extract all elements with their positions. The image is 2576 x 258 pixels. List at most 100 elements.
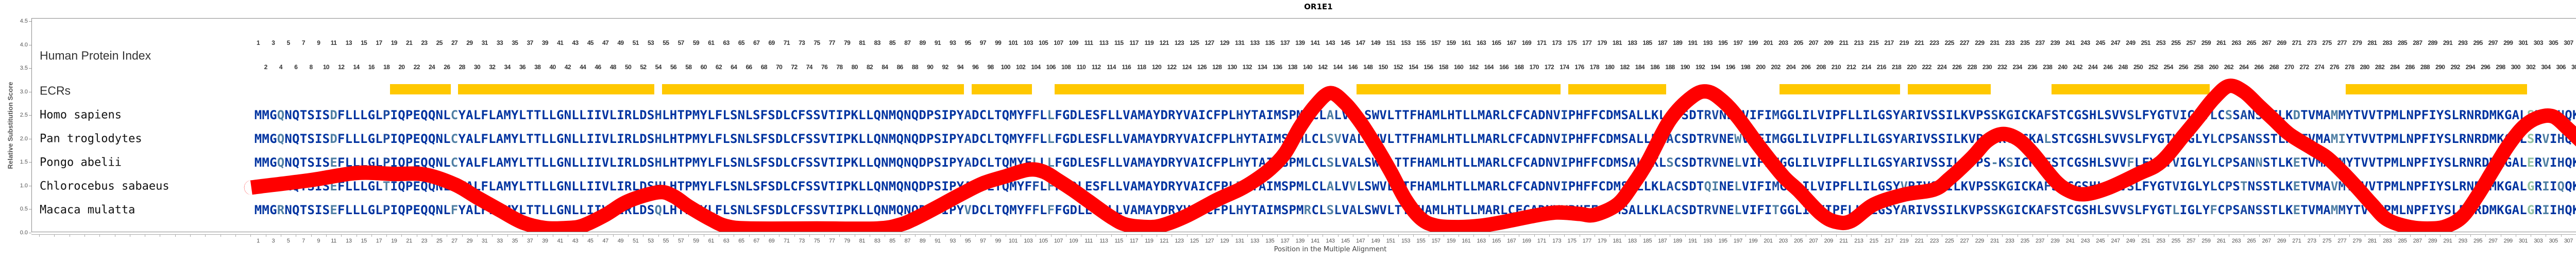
residue: F — [1032, 179, 1040, 194]
residue: C — [1507, 108, 1515, 122]
residue: S — [307, 179, 315, 194]
residue: F — [2421, 108, 2429, 122]
x-tick-mark — [84, 235, 85, 237]
residue: L — [1357, 179, 1364, 194]
human-index-number: 150 — [1378, 63, 1388, 71]
residue: A — [1900, 132, 1908, 146]
human-index-number: 233 — [2005, 39, 2015, 46]
residue: L — [1953, 203, 1961, 217]
residue: S — [322, 203, 330, 217]
residue: I — [2338, 132, 2346, 146]
residue: S — [1681, 155, 1689, 170]
residue: F — [1757, 203, 1765, 217]
residue: L — [375, 132, 383, 146]
residue: R — [1493, 132, 1500, 146]
residue: L — [662, 179, 670, 194]
human-index-number: 52 — [640, 63, 647, 71]
residue: I — [390, 179, 398, 194]
residue: L — [1319, 203, 1327, 217]
residue: I — [1561, 132, 1568, 146]
residue: N — [1719, 179, 1727, 194]
residue: L — [745, 179, 753, 194]
residue: M — [1009, 155, 1017, 170]
residue: I — [1266, 179, 1274, 194]
residue: I — [941, 203, 949, 217]
residue: V — [1711, 132, 1719, 146]
residue: C — [2021, 203, 2029, 217]
residue: L — [1115, 203, 1123, 217]
residue: G — [2187, 203, 2195, 217]
residue: T — [994, 108, 1002, 122]
x-tick-mark — [99, 235, 100, 237]
residue: S — [647, 132, 655, 146]
residue: A — [466, 108, 473, 122]
x-tick-mark — [2319, 235, 2320, 237]
residue: T — [1251, 179, 1259, 194]
residue: F — [715, 203, 723, 217]
residue: K — [1998, 179, 2006, 194]
x-tick-label: 289 — [2428, 238, 2437, 244]
residue: D — [1689, 155, 1697, 170]
human-index-number: 268 — [2269, 63, 2279, 71]
residue: G — [367, 203, 376, 217]
human-index-number: 141 — [1310, 39, 1320, 46]
x-tick-label: 195 — [1718, 238, 1727, 244]
residue: A — [1425, 179, 1432, 194]
residue: K — [2572, 133, 2576, 145]
residue: F — [1032, 132, 1040, 146]
residue: C — [2021, 108, 2029, 122]
x-tick-label: 229 — [1975, 238, 1985, 244]
human-index-number: 170 — [1529, 63, 1539, 71]
residue: A — [1628, 108, 1636, 122]
x-tick-mark — [1473, 235, 1475, 237]
residue: N — [564, 203, 572, 217]
y-tick-label: 2.0 — [20, 135, 28, 142]
human-index-number: 303 — [2533, 39, 2544, 46]
residue: S — [2444, 108, 2452, 122]
residue: F — [760, 179, 768, 194]
human-index-number: 63 — [723, 39, 730, 46]
residue: C — [1507, 179, 1515, 194]
residue: A — [1145, 203, 1153, 217]
residue: E — [330, 155, 337, 170]
residue: I — [836, 132, 843, 146]
residue: L — [345, 179, 353, 194]
human-index-number: 302 — [2526, 63, 2536, 71]
human-index-number: 204 — [1786, 63, 1796, 71]
residue: T — [534, 155, 541, 170]
human-index-number: 253 — [2156, 39, 2166, 46]
human-index-number: 20 — [398, 63, 405, 71]
residue: H — [2089, 203, 2097, 217]
residue: H — [654, 108, 662, 122]
x-tick-mark — [1111, 235, 1112, 237]
residue: K — [2572, 156, 2576, 169]
residue: L — [1636, 179, 1644, 194]
residue: L — [1334, 108, 1342, 122]
residue: G — [1780, 108, 1787, 122]
residue: F — [1515, 179, 1523, 194]
human-index-number: 26 — [444, 63, 450, 71]
x-tick-label: 9 — [317, 238, 320, 244]
residue: S — [2127, 179, 2134, 194]
x-tick-label: 209 — [1824, 238, 1834, 244]
residue: A — [1530, 203, 1538, 217]
x-tick-label: 149 — [1371, 238, 1380, 244]
residue: Y — [1016, 203, 1025, 217]
residue: T — [828, 179, 836, 194]
human-index-number: 165 — [1492, 39, 1501, 46]
x-tick-label: 281 — [2367, 238, 2377, 244]
residue: S — [1991, 179, 1998, 194]
y-tick-label: 2.5 — [20, 112, 28, 119]
residue: M — [1477, 179, 1485, 194]
residue: N — [1545, 179, 1553, 194]
residue: Y — [2149, 203, 2157, 217]
residue: Y — [511, 155, 519, 170]
residue: N — [564, 132, 572, 146]
human-index-number: 57 — [677, 39, 685, 46]
residue: F — [1840, 108, 1848, 122]
residue: T — [1696, 108, 1704, 122]
residue: D — [1070, 132, 1077, 146]
residue: S — [1364, 132, 1372, 146]
residue: I — [586, 203, 595, 217]
residue: N — [737, 179, 745, 194]
